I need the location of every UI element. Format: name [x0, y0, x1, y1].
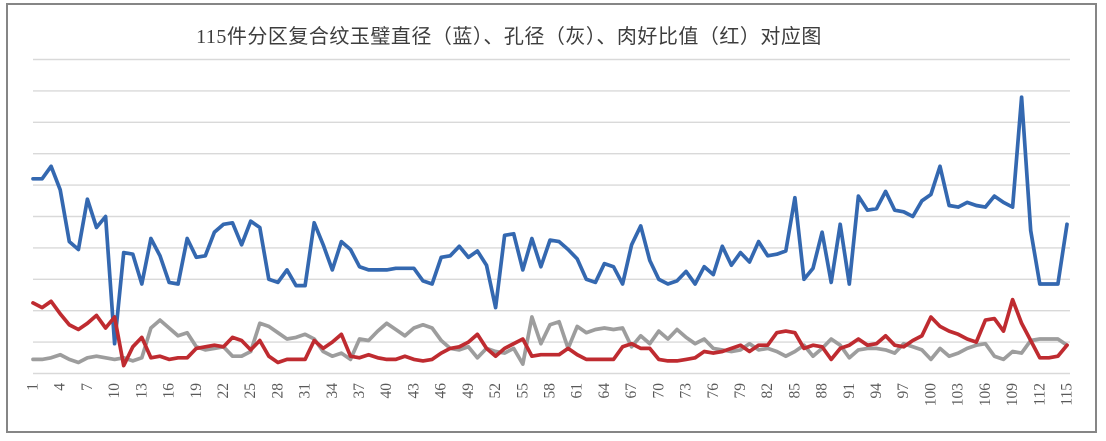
x-tick-label: 79	[732, 383, 749, 399]
x-tick-label: 97	[895, 383, 912, 399]
series-line-diameter	[31, 95, 1069, 346]
x-tick-label: 40	[378, 383, 395, 399]
x-tick-label: 4	[52, 383, 69, 391]
x-tick-label: 22	[215, 383, 232, 399]
x-tick-label: 82	[759, 383, 776, 399]
x-tick-label: 76	[705, 383, 722, 399]
x-tick-label: 58	[542, 383, 559, 399]
x-tick-label: 61	[569, 383, 586, 399]
x-tick-label: 70	[650, 383, 667, 399]
x-tick-label: 91	[841, 383, 858, 399]
x-tick-label: 34	[324, 383, 341, 399]
x-tick-label: 31	[297, 383, 314, 399]
series-lines	[31, 95, 1069, 368]
x-tick-label: 28	[269, 383, 286, 399]
series-line-ratio	[31, 297, 1069, 368]
x-tick-label: 16	[161, 383, 178, 399]
x-tick-label: 85	[786, 383, 803, 399]
x-tick-label: 7	[79, 383, 96, 391]
gridlines	[33, 58, 1070, 375]
series-line-bore	[31, 315, 1069, 366]
x-tick-label: 19	[188, 383, 205, 399]
x-tick-label: 25	[242, 383, 259, 399]
x-tick-label: 52	[487, 383, 504, 399]
x-tick-label: 37	[351, 383, 368, 399]
x-tick-label: 13	[133, 383, 150, 399]
x-tick-label: 10	[106, 383, 123, 399]
chart-title: 115件分区复合纹玉璧直径（蓝）、孔径（灰）、肉好比值（红）对应图	[196, 26, 822, 48]
x-tick-label: 103	[950, 383, 967, 407]
x-tick-label: 46	[433, 383, 450, 399]
x-tick-label: 64	[596, 383, 613, 399]
x-tick-label: 106	[977, 383, 994, 407]
x-tick-label: 94	[868, 383, 885, 399]
x-tick-label: 88	[814, 383, 831, 399]
x-tick-label: 1	[25, 383, 42, 391]
x-tick-label: 55	[514, 383, 531, 399]
x-tick-label: 109	[1004, 383, 1021, 407]
x-tick-label: 49	[460, 383, 477, 399]
x-tick-label: 67	[623, 383, 640, 399]
x-tick-label: 112	[1031, 383, 1048, 406]
x-tick-label: 115	[1059, 383, 1076, 406]
x-tick-label: 100	[922, 383, 939, 407]
x-axis-labels: 1 4 7 10 13 16 19 22 25 28 31 34 37 40 43 46 49 52 55 58 61 6…	[25, 383, 1076, 407]
x-tick-label: 73	[678, 383, 695, 399]
x-tick-label: 43	[405, 383, 422, 399]
